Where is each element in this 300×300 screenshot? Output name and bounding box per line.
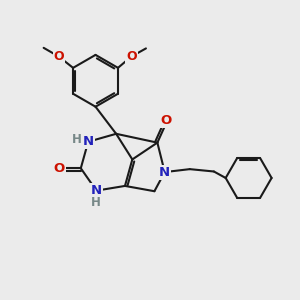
Text: N: N	[91, 184, 102, 197]
Text: methoxy: methoxy	[42, 43, 48, 44]
Text: O: O	[126, 50, 136, 63]
Text: H: H	[91, 196, 101, 209]
Text: O: O	[53, 162, 64, 175]
Text: O: O	[54, 50, 64, 63]
Text: N: N	[82, 135, 94, 148]
Text: H: H	[71, 133, 81, 146]
Text: N: N	[159, 166, 170, 178]
Text: O: O	[160, 114, 171, 127]
